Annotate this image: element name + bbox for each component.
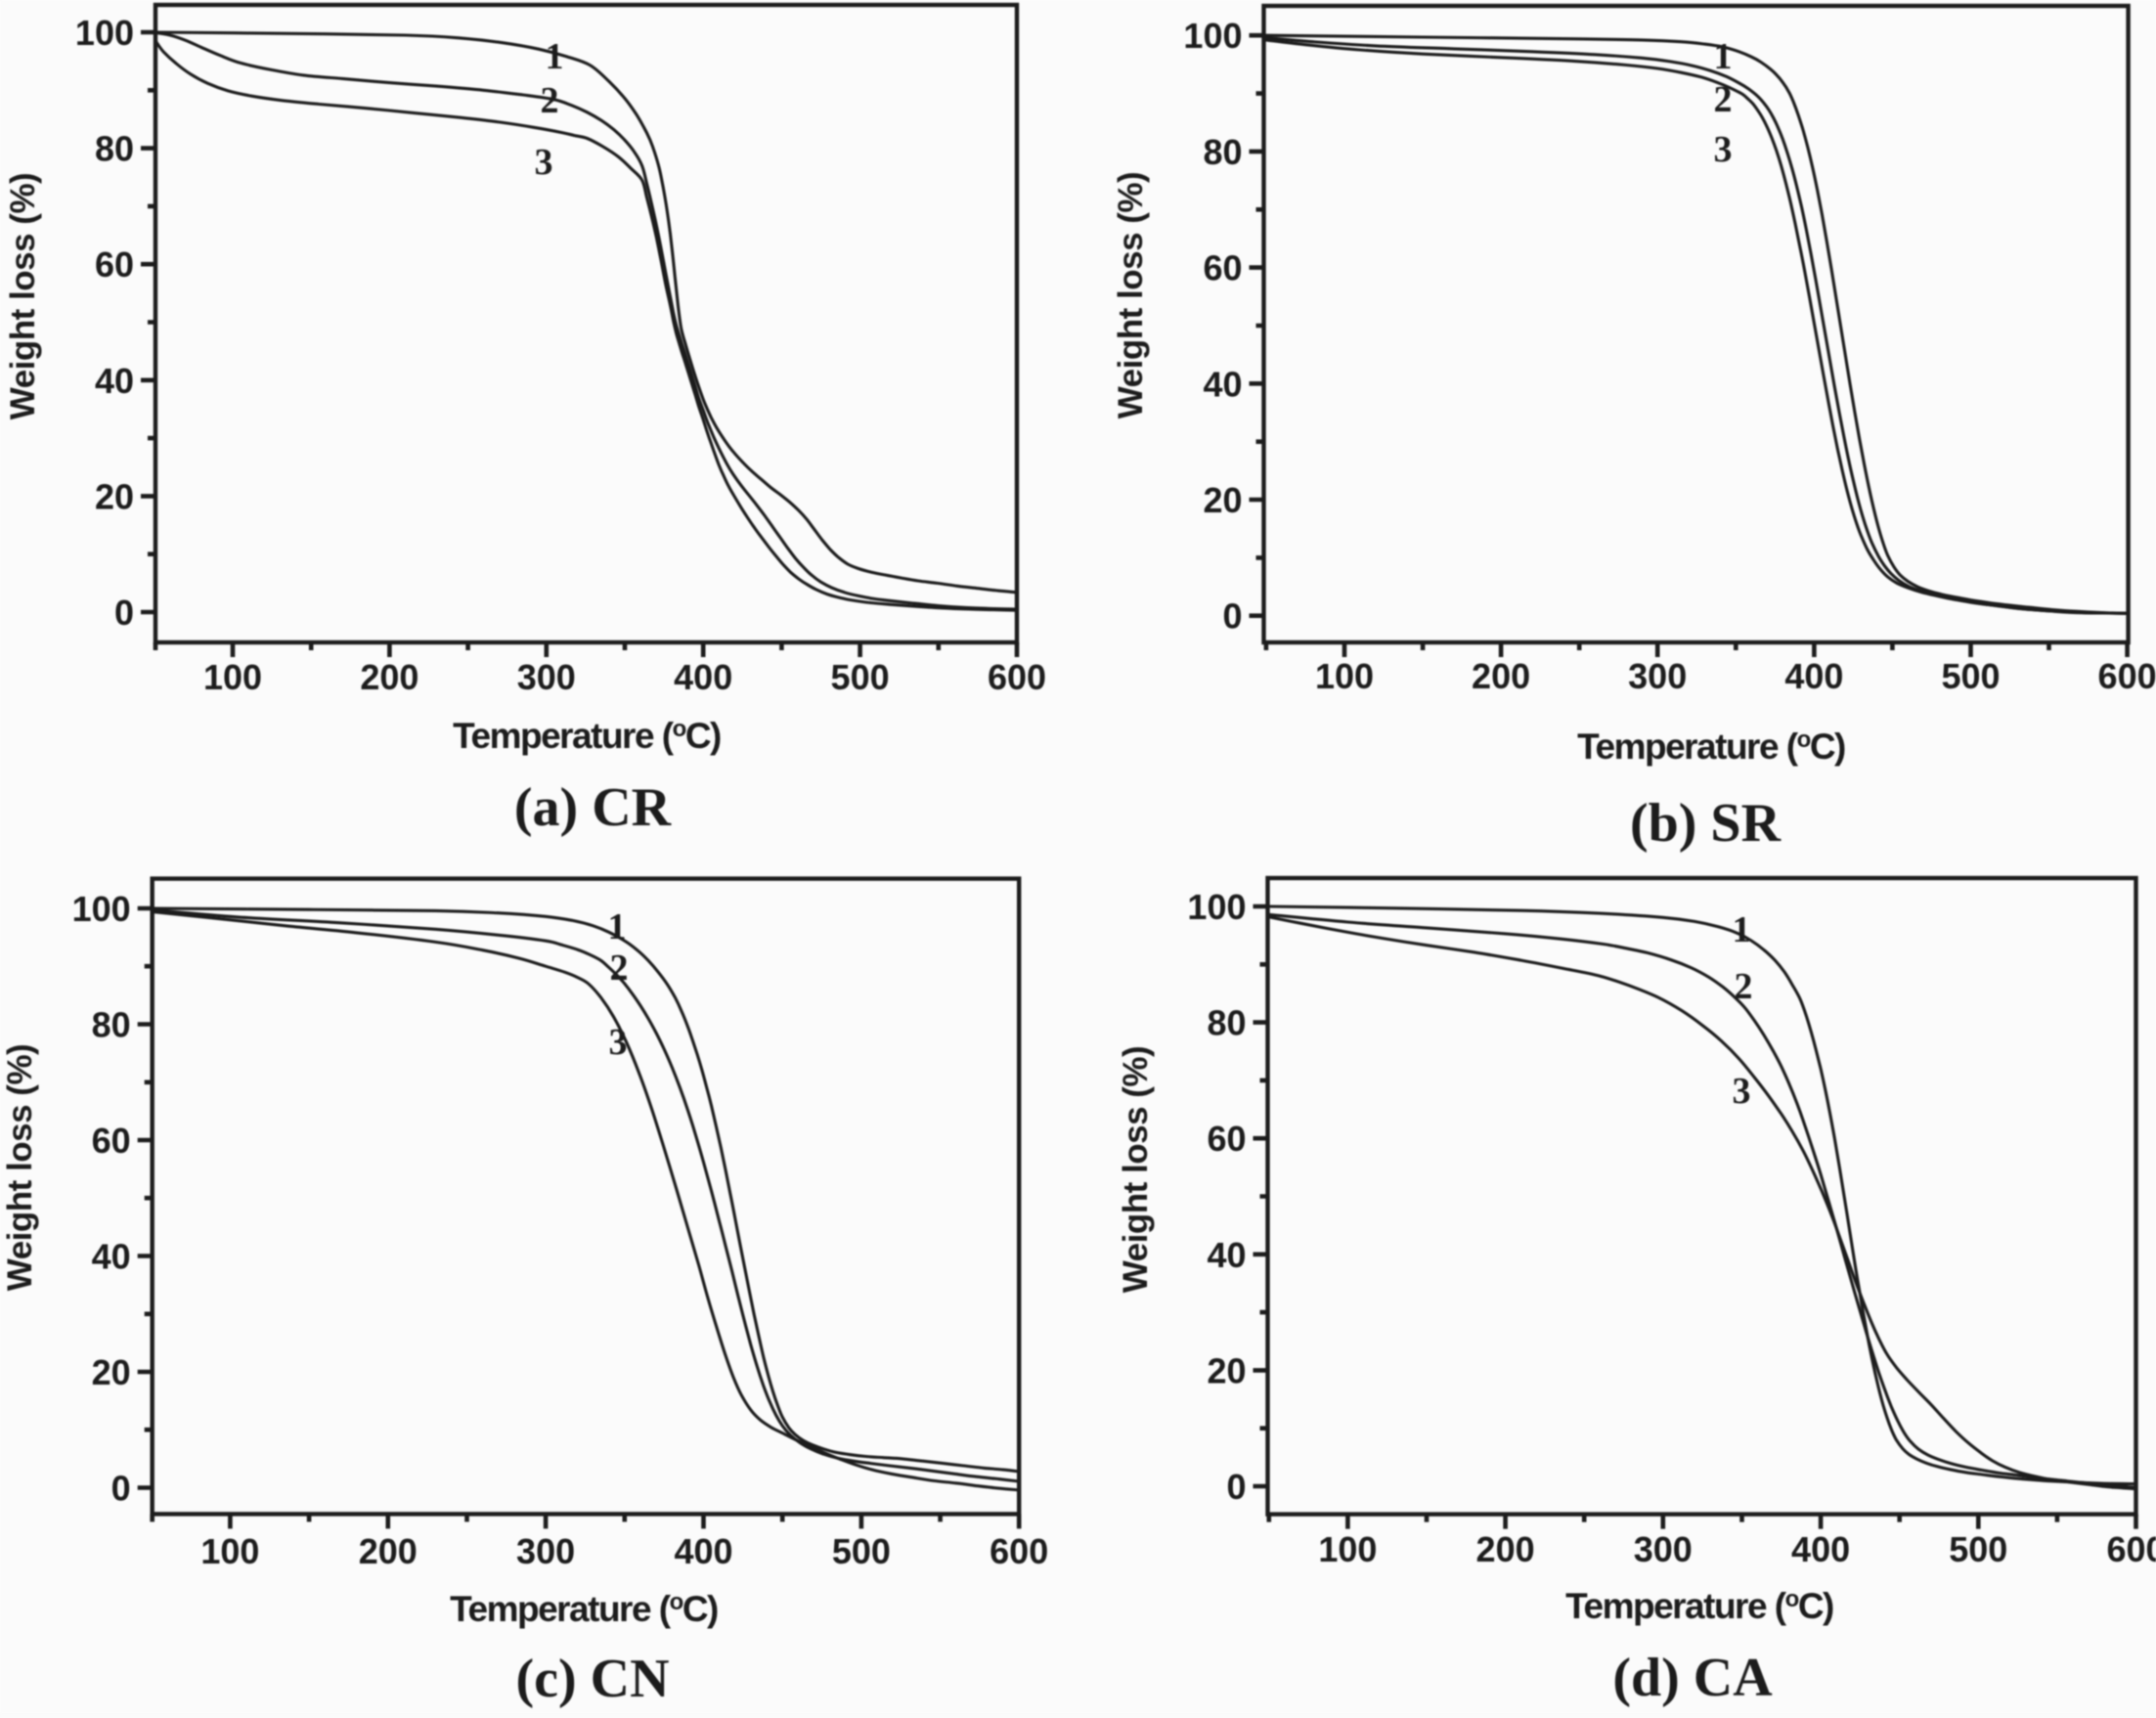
svg-text:200: 200 [359,1531,418,1571]
svg-text:3: 3 [1733,1071,1751,1112]
svg-text:600: 600 [2106,1529,2156,1569]
svg-text:1: 1 [546,36,564,77]
svg-text:1: 1 [608,906,627,947]
svg-text:100: 100 [1315,656,1374,696]
svg-text:500: 500 [1941,656,2000,696]
svg-text:100: 100 [1183,16,1242,56]
svg-text:20: 20 [1207,1350,1246,1390]
svg-text:200: 200 [1472,656,1530,696]
svg-text:100: 100 [72,889,131,929]
svg-text:400: 400 [1791,1529,1850,1569]
svg-text:100: 100 [1318,1529,1377,1569]
svg-text:400: 400 [674,1531,732,1571]
svg-text:Temperature (oC): Temperature (oC) [1565,1586,1833,1626]
svg-text:400: 400 [1784,656,1843,696]
svg-text:40: 40 [92,1237,131,1277]
svg-text:(a) CR: (a) CR [514,777,672,838]
svg-text:2: 2 [541,80,559,121]
svg-text:100: 100 [75,13,134,53]
svg-text:400: 400 [674,657,732,697]
svg-text:0: 0 [1226,1467,1246,1507]
svg-text:Temperature (oC): Temperature (oC) [453,716,721,756]
svg-text:2: 2 [1735,966,1753,1007]
svg-text:60: 60 [92,1121,131,1161]
svg-text:2: 2 [1714,79,1733,120]
svg-text:2: 2 [610,947,629,989]
svg-text:300: 300 [516,1531,575,1571]
svg-text:(b) SR: (b) SR [1630,793,1782,854]
svg-text:0: 0 [111,1469,131,1509]
svg-text:20: 20 [1203,480,1242,520]
svg-text:0: 0 [1222,596,1242,637]
svg-text:80: 80 [95,129,134,169]
svg-text:300: 300 [1634,1529,1693,1569]
svg-text:(c) CN: (c) CN [515,1649,669,1709]
svg-text:60: 60 [1203,248,1242,288]
svg-text:500: 500 [832,1531,891,1571]
svg-text:80: 80 [1203,132,1242,172]
svg-text:600: 600 [990,1531,1048,1571]
svg-text:Weight loss (%): Weight loss (%) [1,1044,39,1291]
svg-text:60: 60 [95,244,134,285]
svg-text:20: 20 [95,476,134,516]
svg-text:200: 200 [1476,1529,1535,1569]
svg-text:500: 500 [1949,1529,2007,1569]
svg-text:500: 500 [831,657,890,697]
svg-text:1: 1 [1714,36,1733,77]
svg-text:20: 20 [92,1352,131,1392]
svg-text:Weight loss (%): Weight loss (%) [1117,1046,1155,1293]
svg-text:3: 3 [609,1022,628,1063]
svg-text:0: 0 [114,593,134,633]
svg-text:300: 300 [1628,656,1687,696]
svg-text:Weight loss (%): Weight loss (%) [1112,172,1150,418]
svg-text:300: 300 [517,657,576,697]
svg-text:80: 80 [1207,1003,1246,1043]
svg-text:100: 100 [203,657,262,697]
svg-text:600: 600 [988,657,1046,697]
svg-text:60: 60 [1207,1119,1246,1159]
svg-text:1: 1 [1733,909,1751,950]
svg-text:40: 40 [95,361,134,401]
svg-text:40: 40 [1207,1235,1246,1275]
svg-text:Temperature (oC): Temperature (oC) [450,1589,718,1629]
svg-text:40: 40 [1203,364,1242,404]
svg-text:(d) CA: (d) CA [1612,1648,1773,1708]
svg-text:600: 600 [2098,656,2156,696]
svg-text:80: 80 [92,1005,131,1045]
svg-text:3: 3 [1714,129,1733,170]
svg-text:100: 100 [1187,887,1246,927]
svg-text:Temperature (oC): Temperature (oC) [1577,727,1845,767]
svg-text:200: 200 [360,657,418,697]
svg-text:100: 100 [200,1531,259,1571]
svg-text:3: 3 [535,142,553,183]
svg-text:Weight loss (%): Weight loss (%) [4,173,42,419]
